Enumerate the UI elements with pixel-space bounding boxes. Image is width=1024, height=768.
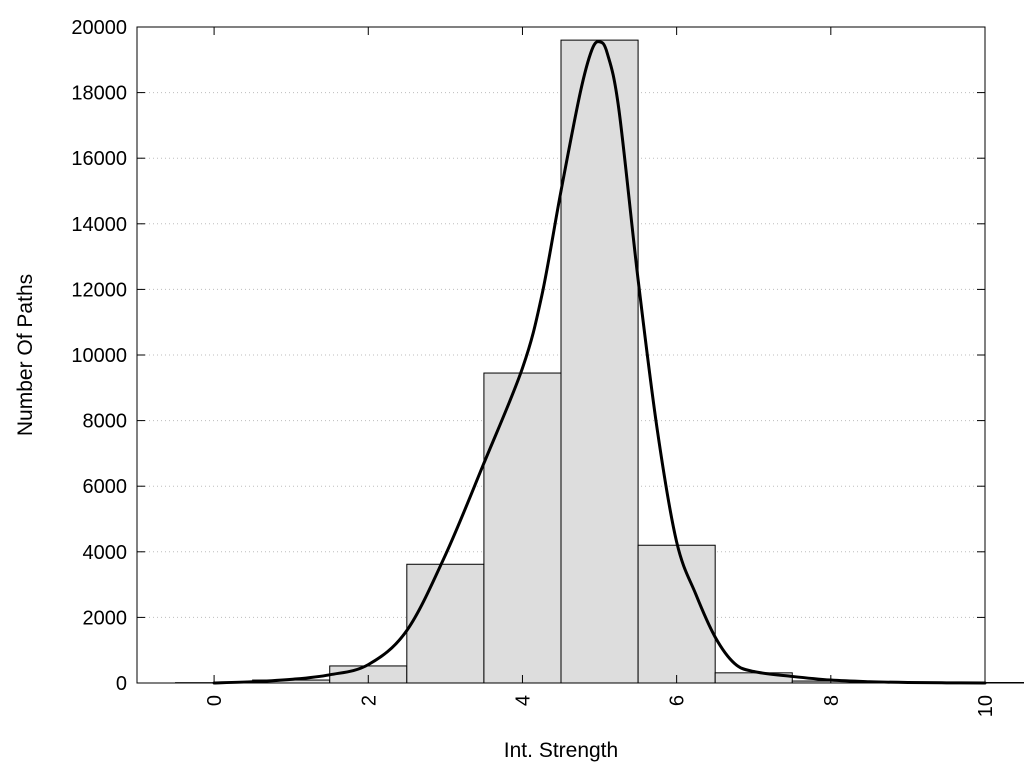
x-tick-label: 0	[204, 695, 226, 706]
histogram-bars	[175, 39, 1024, 684]
histogram-bar	[560, 39, 639, 684]
y-tick-label: 12000	[71, 279, 127, 301]
y-tick-label: 4000	[83, 542, 128, 564]
y-tick-label: 0	[116, 673, 127, 695]
y-tick-label: 2000	[83, 607, 128, 629]
histogram-bar	[637, 544, 716, 684]
y-tick-label: 20000	[71, 17, 127, 39]
y-axis-label: Number Of Paths	[14, 274, 37, 436]
x-tick-label: 2	[358, 695, 380, 706]
x-tick-label: 8	[821, 695, 843, 706]
y-tick-label: 14000	[71, 214, 127, 236]
x-axis-ticks: 0 2 4 6 8 10	[204, 27, 997, 717]
y-tick-label: 10000	[71, 345, 127, 367]
y-tick-label: 18000	[71, 83, 127, 105]
fit-curve	[212, 40, 987, 685]
x-tick-label: 6	[667, 695, 689, 706]
fit-curve-group	[212, 40, 987, 685]
y-tick-label: 8000	[83, 411, 128, 433]
histogram-bar	[483, 372, 562, 684]
x-tick-label: 4	[512, 695, 534, 706]
y-tick-label: 6000	[83, 476, 128, 498]
histogram-bar	[406, 563, 485, 684]
x-tick-label: 10	[975, 695, 997, 717]
x-axis-label: Int. Strength	[504, 739, 618, 762]
y-axis-ticks: 0 2000 4000 6000 8000 10000 12000 14000 16000 180…	[71, 17, 985, 695]
y-tick-label: 16000	[71, 148, 127, 170]
